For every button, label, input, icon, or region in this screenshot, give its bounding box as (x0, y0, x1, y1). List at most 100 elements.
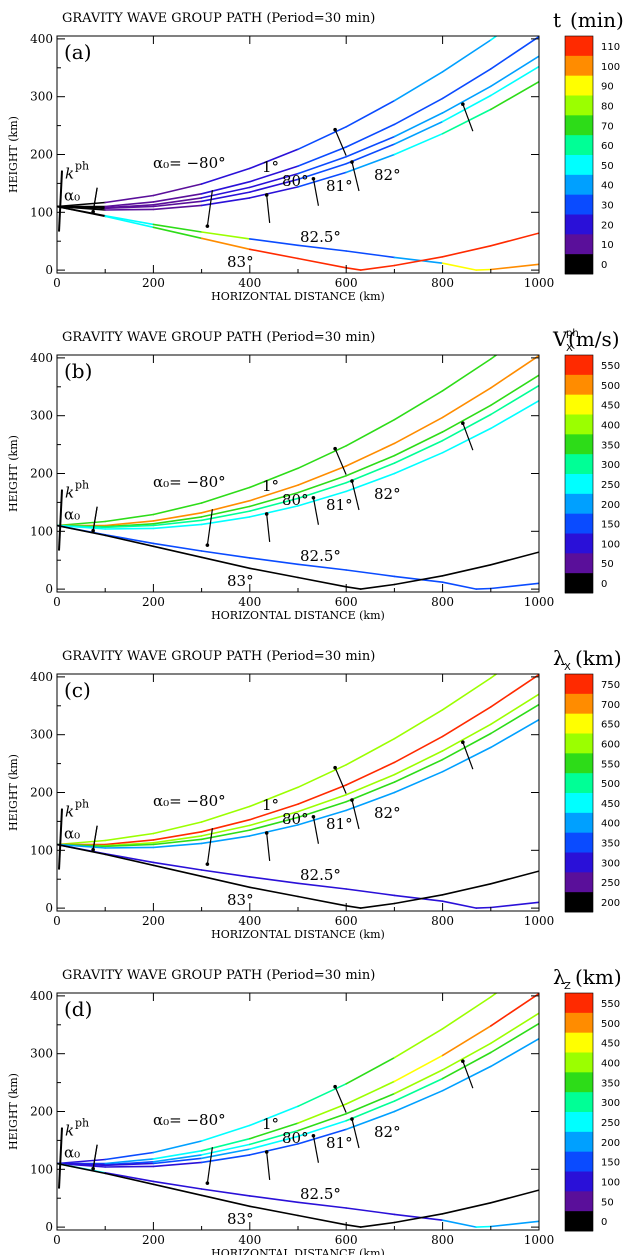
annotation-2: 1° (262, 158, 279, 176)
wave-vector (266, 1151, 271, 1181)
series-segment (200, 231, 251, 240)
series-segment (249, 886, 299, 898)
series-segment (393, 1089, 444, 1113)
y-tick-label: 300 (30, 90, 53, 104)
series-82.5-line (57, 843, 539, 909)
colorbar-tick-label: 150 (601, 520, 620, 531)
series-segment (249, 467, 299, 489)
y-tick-label: 100 (30, 843, 53, 857)
chart-panel-4: GRAVITY WAVE GROUP PATH (Period=30 min) 0… (7, 965, 622, 1260)
wave-vector-dot (311, 1133, 316, 1138)
colorbar-tick-label: 350 (601, 1078, 620, 1089)
series-segment (345, 569, 396, 578)
series-segment (297, 563, 348, 571)
wave-vector (462, 104, 474, 132)
colorbar-swatch (565, 1151, 593, 1172)
colorbar-title-symbol: λ (553, 646, 566, 670)
colorbar-swatch (565, 553, 593, 574)
series-segment (393, 770, 444, 794)
annotation-4: 81° (326, 496, 353, 514)
series-segment (249, 178, 299, 193)
annotation-3: 80° (282, 172, 309, 190)
wave-vector (92, 187, 98, 212)
x-tick-label: 200 (142, 276, 165, 290)
series-segment (104, 215, 155, 226)
x-tick-label: 600 (335, 595, 358, 609)
series-segment (104, 520, 155, 527)
series-81-line (57, 703, 539, 848)
series-segment (104, 527, 155, 530)
series-segment (359, 1221, 396, 1228)
series-segment (104, 843, 155, 848)
colorbar-swatch (565, 374, 593, 396)
colorbar-swatch (565, 1012, 593, 1034)
series-segment (345, 888, 396, 897)
panel-label: (d) (64, 997, 92, 1021)
annotation-6: 82.5° (300, 866, 341, 884)
x-tick-label: 200 (142, 1233, 165, 1247)
series-82.5-line (57, 1162, 539, 1228)
series-segment (345, 99, 396, 128)
series-segment (104, 853, 155, 867)
series-segment (489, 65, 539, 97)
series-segment (345, 1056, 396, 1085)
colorbar-tick-label: 200 (601, 898, 620, 909)
colorbar-swatch (565, 115, 593, 136)
series-82.5-line (57, 205, 539, 271)
colorbar-tick-label: 750 (601, 680, 620, 691)
series-segment (200, 499, 251, 514)
series-82-line (57, 80, 539, 211)
series-segment (297, 576, 348, 588)
series-segment (441, 996, 492, 1030)
series-segment (152, 1161, 203, 1168)
colorbar-swatch (565, 892, 593, 913)
series-segment (489, 993, 539, 1027)
plot-frame (56, 354, 540, 593)
series-segment (441, 1219, 478, 1228)
series-segment (200, 1154, 251, 1164)
colorbar-frame (564, 35, 594, 275)
colorbar-title-unit: (km) (575, 646, 622, 670)
source-ph-label: ph (75, 1117, 89, 1130)
series-segment (249, 238, 299, 247)
colorbar-tick-label: 80 (601, 101, 614, 112)
series-segment (345, 773, 396, 796)
wave-vector-dot (333, 765, 337, 770)
series-segment (104, 839, 155, 846)
series-segment (489, 1220, 539, 1228)
series-segment (297, 809, 348, 826)
series-segment (200, 805, 251, 823)
y-tick-label: 200 (30, 1105, 53, 1119)
colorbar-swatch (565, 713, 593, 734)
series-segment (297, 146, 348, 167)
series-81-line (57, 1022, 539, 1167)
x-tick-label: 800 (431, 914, 454, 928)
colorbar-tick-label: 100 (601, 1177, 620, 1188)
series-segment (152, 1157, 203, 1165)
series-segment (152, 542, 203, 552)
source-alpha-label: α₀ (64, 825, 80, 843)
wave-vector-dot (264, 1150, 269, 1154)
series-segment (249, 165, 299, 183)
colorbar-tick-label: 20 (601, 220, 614, 231)
series-segment (297, 793, 348, 813)
series-segment (249, 810, 299, 827)
series-segment (249, 1143, 299, 1156)
series-segment (249, 248, 299, 260)
wave-vector-dot (91, 528, 95, 533)
source-k-label: k (65, 484, 74, 502)
colorbar-tick-label: 400 (601, 1058, 620, 1069)
x-tick-label: 0 (53, 1233, 61, 1247)
series-segment (359, 264, 396, 271)
series-segment (200, 191, 251, 203)
series-80-line (57, 1012, 539, 1166)
series-segment (152, 183, 203, 197)
series-segment (200, 835, 251, 845)
series-segment (200, 1188, 251, 1197)
colorbar-tick-label: 90 (601, 82, 614, 93)
series-segment (393, 893, 444, 905)
series-segment (489, 718, 539, 749)
wave-vector (206, 509, 213, 546)
series-segment (152, 838, 203, 846)
